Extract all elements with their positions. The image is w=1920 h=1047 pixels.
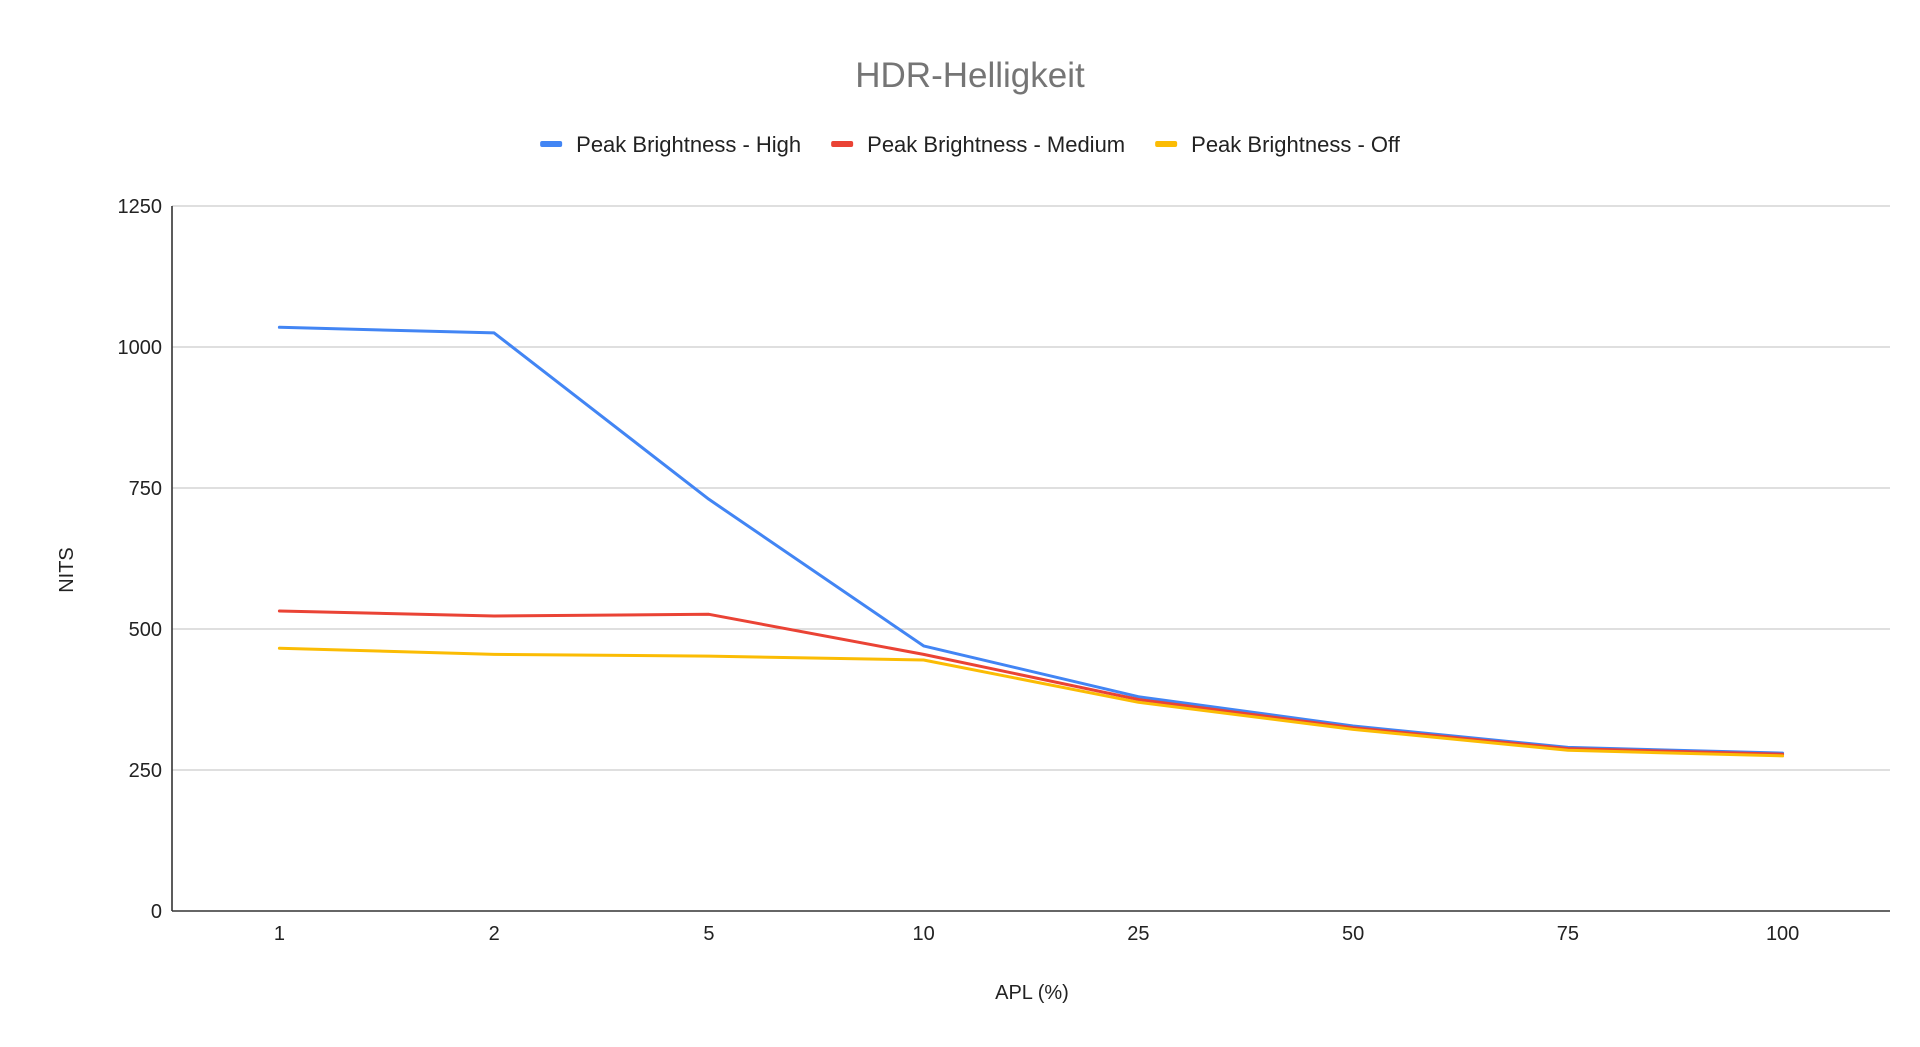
legend-item: Peak Brightness - Off xyxy=(1155,132,1401,157)
x-tick-label: 1 xyxy=(274,923,285,945)
legend-label: Peak Brightness - High xyxy=(576,132,801,157)
x-tick-label: 2 xyxy=(489,923,500,945)
legend-swatch xyxy=(540,141,563,147)
chart-title: HDR-Helligkeit xyxy=(855,56,1085,95)
legend-label: Peak Brightness - Off xyxy=(1191,132,1401,157)
x-tick-label: 75 xyxy=(1557,923,1579,945)
x-axis-title: APL (%) xyxy=(995,982,1069,1004)
y-tick-label: 0 xyxy=(151,901,162,923)
axes xyxy=(171,206,1890,912)
y-tick-label: 500 xyxy=(129,619,162,641)
legend-item: Peak Brightness - High xyxy=(540,132,801,157)
series-line-peak-brightness-medium xyxy=(277,609,1785,756)
y-axis-ticks: 0 250 500 750 1000 1250 xyxy=(118,196,163,923)
legend: Peak Brightness - High Peak Brightness - … xyxy=(540,132,1401,157)
legend-swatch xyxy=(1155,141,1178,147)
y-tick-label: 1250 xyxy=(118,196,163,218)
y-tick-label: 250 xyxy=(129,760,162,782)
legend-swatch xyxy=(831,141,854,147)
x-tick-label: 50 xyxy=(1342,923,1364,945)
x-tick-label: 5 xyxy=(703,923,714,945)
y-axis-title: NITS xyxy=(56,547,78,593)
series-line-peak-brightness-off xyxy=(277,646,1785,758)
legend-label: Peak Brightness - Medium xyxy=(867,132,1125,157)
legend-item: Peak Brightness - Medium xyxy=(831,132,1125,157)
gridlines xyxy=(172,205,1890,771)
series-group xyxy=(277,325,1785,758)
x-axis-ticks: 1 2 5 10 25 50 75 100 xyxy=(274,923,1800,945)
y-tick-label: 750 xyxy=(129,478,162,500)
x-tick-label: 25 xyxy=(1127,923,1149,945)
y-tick-label: 1000 xyxy=(118,337,163,359)
x-tick-label: 10 xyxy=(913,923,935,945)
x-tick-label: 100 xyxy=(1766,923,1799,945)
